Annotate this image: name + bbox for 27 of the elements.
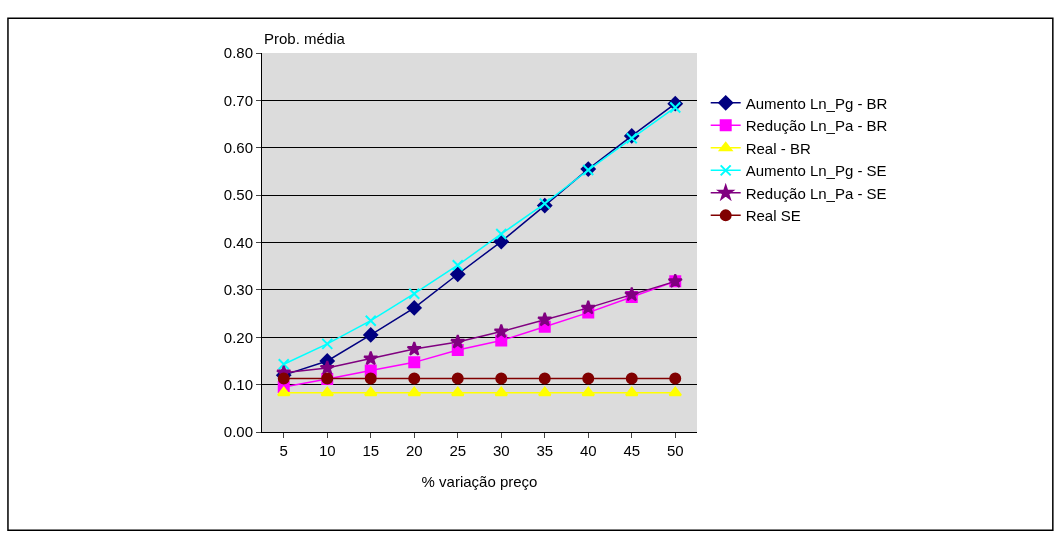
legend-label: Redução Ln_Pa - SE	[745, 184, 887, 202]
x-tick-label: 40	[579, 442, 597, 459]
x-axis-title: % variação preço	[421, 473, 538, 490]
legend-label: Aumento Ln_Pg - BR	[745, 94, 888, 112]
legend-label: Aumento Ln_Pg - SE	[745, 162, 887, 180]
y-tick-label: 0.00	[223, 423, 253, 441]
y-tick-label: 0.80	[223, 44, 253, 62]
x-tick-label: 5	[279, 442, 288, 459]
legend-label: Redução Ln_Pa - BR	[745, 117, 888, 135]
x-tick-label: 20	[405, 442, 423, 459]
y-axis-title: Prob. média	[264, 30, 346, 47]
legend-label: Real SE	[745, 207, 801, 225]
x-tick-label: 25	[449, 442, 467, 459]
y-tick-label: 0.40	[223, 233, 253, 251]
x-tick-label: 15	[362, 442, 380, 459]
y-tick-label: 0.50	[223, 186, 253, 204]
x-tick-label: 30	[492, 442, 510, 459]
y-tick-label: 0.10	[223, 375, 253, 393]
y-tick-label: 0.60	[223, 139, 253, 156]
legend-label: Real - BR	[745, 139, 811, 157]
x-tick-label: 35	[536, 442, 554, 459]
x-tick-label: 50	[666, 442, 684, 459]
y-tick-label: 0.30	[223, 281, 253, 299]
x-tick-label: 10	[318, 442, 336, 459]
y-tick-label: 0.70	[223, 91, 253, 109]
x-tick-label: 45	[623, 442, 641, 459]
y-tick-label: 0.20	[223, 328, 253, 346]
